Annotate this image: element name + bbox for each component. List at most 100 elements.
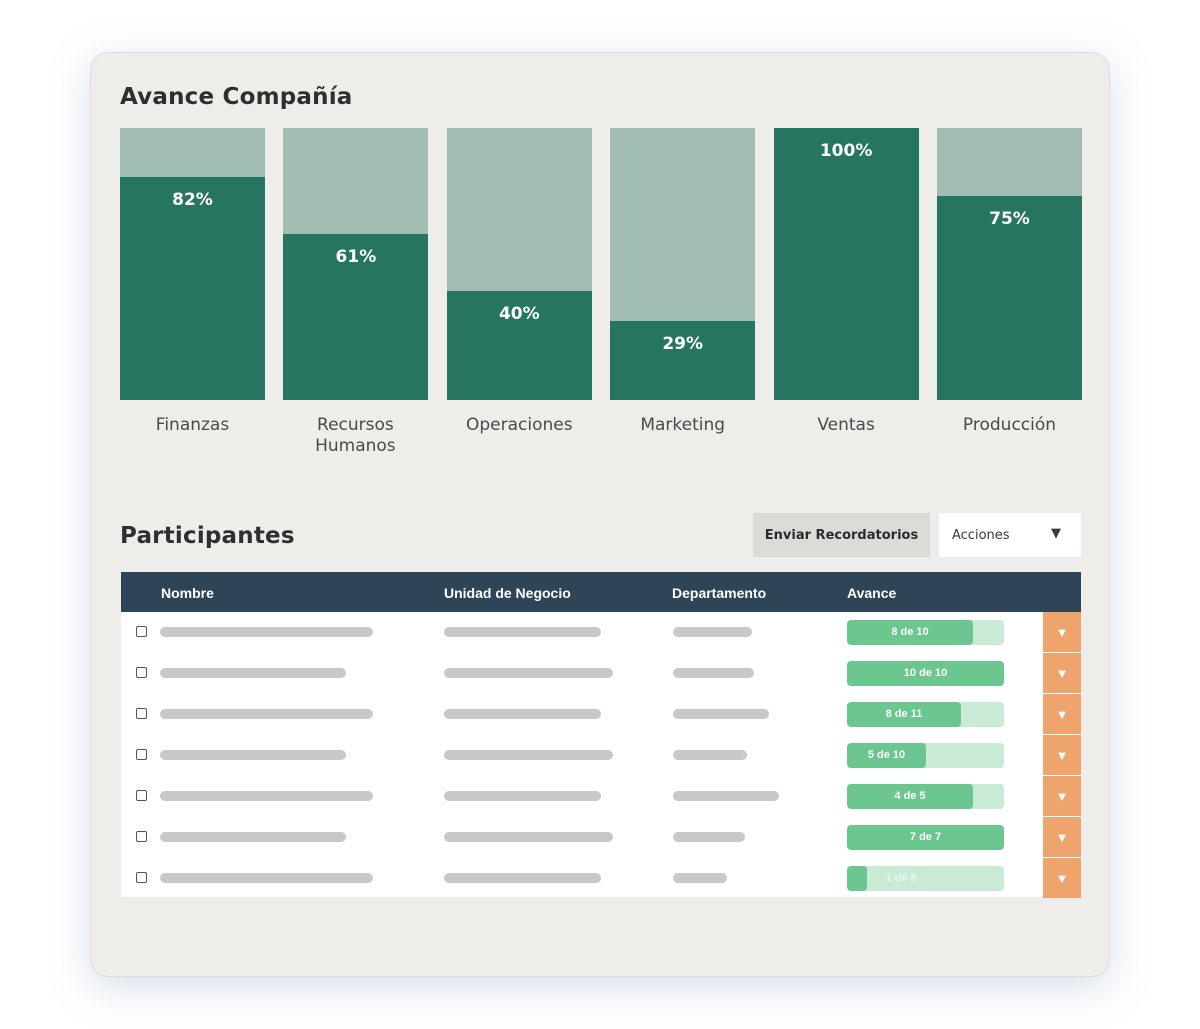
progress-label: 4 de 5 [894, 790, 926, 802]
column-header-business-unit[interactable]: Unidad de Negocio [444, 585, 571, 601]
column-header-department[interactable]: Departamento [672, 585, 767, 601]
bar-value-label: 82% [172, 190, 213, 210]
business-unit-placeholder [444, 627, 601, 637]
company-progress-chart: 82% Finanzas 61% Recursos Humanos 40% Operaci… [120, 128, 1082, 458]
category-label: Marketing [640, 415, 726, 435]
progress-label: 5 de 10 [867, 749, 906, 761]
participants-title: Participantes [120, 523, 295, 549]
progress-bar: 10 de 10 [847, 661, 1004, 686]
row-expand-button[interactable]: ▼ [1043, 653, 1081, 693]
department-placeholder [673, 832, 745, 842]
bar-value-label: 29% [662, 334, 704, 354]
progress-bar: 8 de 10 [847, 620, 1004, 645]
table-row: 4 de 5 ▼ [121, 776, 1081, 817]
progress-bar: 8 de 11 [847, 702, 1004, 727]
bar-track: 40% [446, 128, 592, 400]
progress-bar: 5 de 10 [847, 743, 1004, 768]
progress-bar: 1 de 8 [847, 866, 1004, 891]
table-row: 1 de 8 ▼ [121, 858, 1081, 899]
department-placeholder [673, 791, 779, 801]
row-expand-button[interactable]: ▼ [1043, 612, 1081, 652]
row-checkbox[interactable] [136, 626, 147, 637]
bar-track: 61% [283, 128, 429, 400]
caret-down-icon: ▼ [1051, 526, 1061, 541]
row-checkbox[interactable] [136, 790, 147, 801]
bar-value-label: 100% [819, 141, 873, 161]
chevron-down-icon: ▼ [1055, 624, 1069, 640]
chevron-down-icon: ▼ [1055, 870, 1069, 886]
progress-bar: 4 de 5 [847, 784, 1004, 809]
progress-label: 8 de 10 [891, 626, 929, 638]
business-unit-placeholder [444, 791, 601, 801]
row-checkbox[interactable] [136, 708, 147, 719]
name-placeholder [160, 750, 346, 760]
chevron-down-icon: ▼ [1055, 665, 1069, 681]
row-expand-button[interactable]: ▼ [1043, 776, 1081, 816]
bar-track: 29% [610, 128, 756, 400]
bar-track: 75% [937, 128, 1082, 400]
row-expand-button[interactable]: ▼ [1043, 694, 1081, 734]
business-unit-placeholder [444, 709, 601, 719]
bar [937, 196, 1082, 400]
progress-fill [847, 702, 961, 727]
progress-bar: 7 de 7 [847, 825, 1004, 850]
bar-value-label: 75% [989, 209, 1030, 229]
row-checkbox[interactable] [136, 831, 147, 842]
department-placeholder [673, 709, 769, 719]
category-label: Operaciones [465, 415, 573, 435]
bar-value-label: 40% [498, 304, 540, 324]
row-expand-button[interactable]: ▼ [1043, 858, 1081, 898]
department-placeholder [673, 873, 727, 883]
bar [610, 321, 756, 400]
actions-select[interactable]: Acciones ▼ [939, 513, 1081, 557]
bar [120, 177, 265, 400]
progress-label: 10 de 10 [903, 667, 948, 679]
name-placeholder [160, 832, 346, 842]
department-placeholder [673, 668, 754, 678]
name-placeholder [160, 668, 346, 678]
business-unit-placeholder [444, 750, 613, 760]
bar-value-label: 61% [335, 247, 377, 267]
row-checkbox[interactable] [136, 667, 147, 678]
table-row: 8 de 11 ▼ [121, 694, 1081, 735]
bar [773, 128, 919, 400]
category-label: Finanzas [155, 415, 230, 435]
bar-track: 82% [120, 128, 265, 400]
chevron-down-icon: ▼ [1055, 829, 1069, 845]
progress-label: 7 de 7 [909, 831, 942, 843]
progress-fill [847, 784, 973, 809]
send-reminders-button[interactable]: Enviar Recordatorios [753, 513, 930, 557]
table-row: 5 de 10 ▼ [121, 735, 1081, 776]
business-unit-placeholder [444, 832, 613, 842]
progress-fill [847, 743, 926, 768]
progress-label: 1 de 8 [885, 872, 917, 884]
business-unit-placeholder [444, 668, 613, 678]
table-row: 8 de 10 ▼ [121, 612, 1081, 653]
column-header-progress[interactable]: Avance [847, 585, 897, 601]
progress-fill [847, 866, 867, 891]
dashboard-card: Avance Compañía 82% Finanzas 61% Recursos H… [90, 52, 1110, 977]
progress-fill [847, 620, 973, 645]
category-label: Ventas [817, 415, 875, 435]
progress-label: 8 de 11 [885, 708, 923, 720]
table-row: 7 de 7 ▼ [121, 817, 1081, 858]
bar-track: 100% [773, 128, 919, 400]
row-checkbox[interactable] [136, 872, 147, 883]
row-expand-button[interactable]: ▼ [1043, 735, 1081, 775]
category-label: Producción [962, 415, 1057, 435]
name-placeholder [160, 873, 373, 883]
department-placeholder [673, 750, 747, 760]
table-row: 10 de 10 ▼ [121, 653, 1081, 694]
chevron-down-icon: ▼ [1055, 706, 1069, 722]
participants-table: Nombre Unidad de Negocio Departamento Av… [121, 572, 1081, 899]
category-label: Recursos Humanos [315, 415, 396, 456]
name-placeholder [160, 791, 373, 801]
name-placeholder [160, 627, 373, 637]
chevron-down-icon: ▼ [1055, 788, 1069, 804]
bar [283, 234, 429, 400]
column-header-name[interactable]: Nombre [161, 585, 214, 601]
row-expand-button[interactable]: ▼ [1043, 817, 1081, 857]
company-progress-title: Avance Compañía [120, 84, 353, 110]
actions-select-label: Acciones [952, 527, 1010, 543]
row-checkbox[interactable] [136, 749, 147, 760]
